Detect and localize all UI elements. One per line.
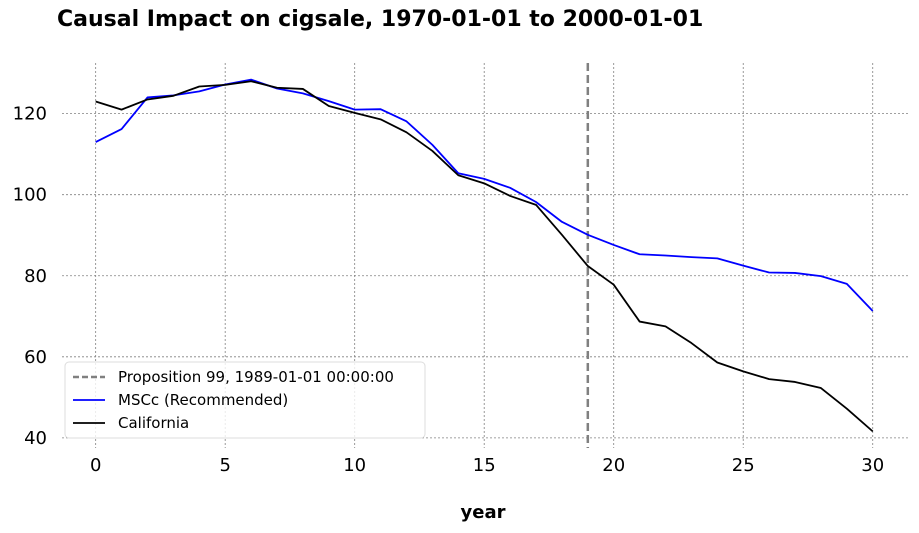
y-tick-label: 100 xyxy=(13,185,47,206)
x-axis-label: year xyxy=(460,502,506,523)
x-tick-label: 10 xyxy=(343,455,366,476)
legend-label: MSCc (Recommended) xyxy=(118,391,288,409)
x-tick-label: 5 xyxy=(219,455,230,476)
x-tick-label: 15 xyxy=(473,455,496,476)
legend-label: California xyxy=(118,414,189,432)
x-tick-label: 0 xyxy=(90,455,101,476)
legend-box xyxy=(64,361,426,439)
x-tick-label: 25 xyxy=(732,455,755,476)
y-tick-label: 60 xyxy=(24,347,47,368)
y-tick-label: 80 xyxy=(24,266,47,287)
y-tick-label: 40 xyxy=(24,428,47,449)
series-line-california xyxy=(95,80,874,433)
legend-label: Proposition 99, 1989-01-01 00:00:00 xyxy=(118,368,394,386)
x-tick-label: 20 xyxy=(602,455,625,476)
chart-title: Causal Impact on cigsale, 1970-01-01 to … xyxy=(57,7,704,32)
y-tick-label: 120 xyxy=(13,104,47,125)
x-tick-label: 30 xyxy=(861,455,884,476)
